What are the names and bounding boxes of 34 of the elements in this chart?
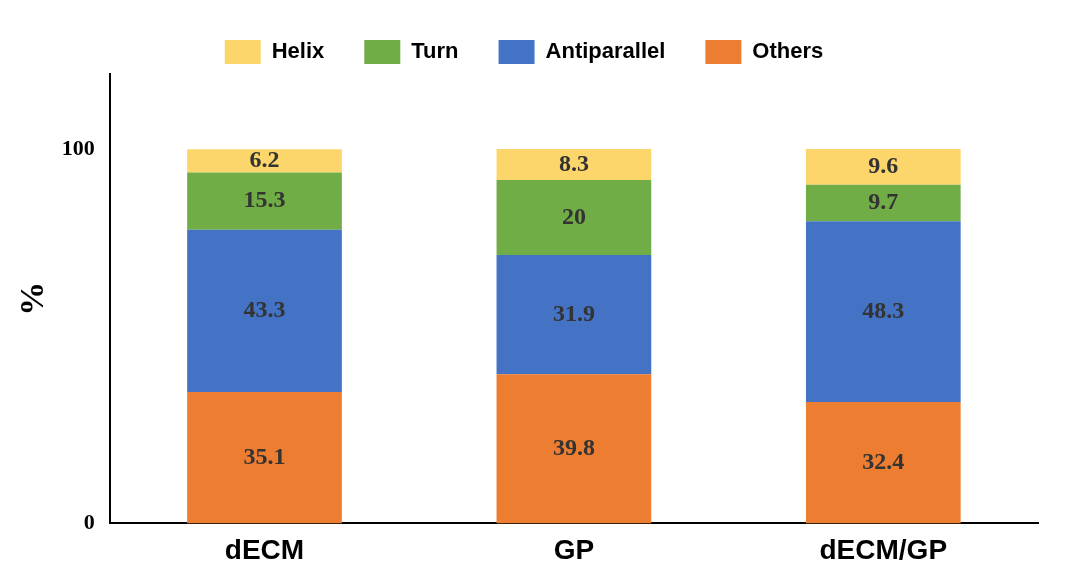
bar [187,149,342,173]
bar [496,374,652,524]
bar [805,184,961,222]
data-label: 48.3 [862,296,905,323]
data-label: 32.4 [862,447,905,474]
legend-label: Turn [411,38,459,64]
bar [187,229,342,392]
data-label: 39.8 [552,434,595,461]
legend-label: Helix [271,38,326,64]
bar [187,391,342,524]
y-axis-title: % [13,281,51,316]
legend-label: Others [752,38,824,64]
bar [805,221,961,403]
bar [496,148,652,180]
bar [805,402,961,524]
data-label: 6.2 [249,146,280,173]
y-tick-label: 100 [61,134,95,160]
data-label: 20 [561,202,586,229]
legend-label: Antiparallel [545,38,666,64]
data-label: 9.6 [868,152,899,179]
data-label: 43.3 [243,296,286,323]
x-tick-label: dECM/GP [819,533,948,565]
bar [496,254,652,375]
data-label: 9.7 [868,188,899,215]
bar [496,179,652,255]
data-label: 8.3 [558,149,589,176]
data-label: 15.3 [243,186,286,213]
data-label: 35.1 [243,442,286,469]
data-label: 31.9 [552,299,595,326]
x-tick-label: dECM [224,533,305,565]
y-tick-label: 0 [83,509,95,535]
bar [187,172,342,230]
bar [805,148,961,185]
x-tick-label: GP [553,533,595,565]
